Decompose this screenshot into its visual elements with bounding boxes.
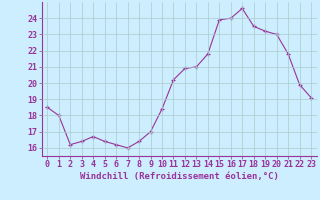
X-axis label: Windchill (Refroidissement éolien,°C): Windchill (Refroidissement éolien,°C) bbox=[80, 172, 279, 181]
